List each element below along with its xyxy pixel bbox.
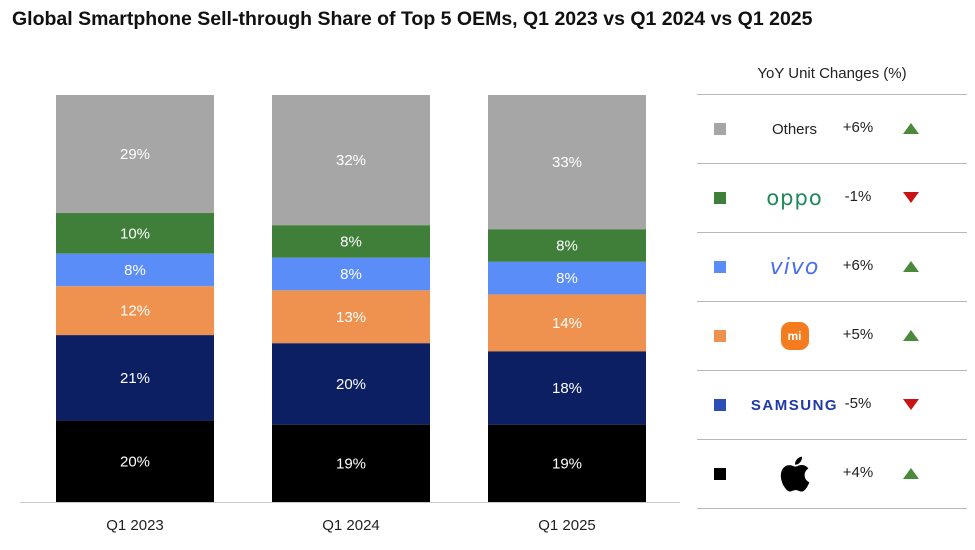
legend-brand: vivo (742, 233, 847, 301)
legend-yoy-change: +6% (842, 119, 874, 136)
up-arrow-icon (903, 123, 919, 134)
legend-brand-label: vivo (769, 254, 820, 280)
bar-data-label: 14% (552, 315, 582, 332)
bar-data-label: 12% (120, 303, 150, 320)
bar-segment (272, 424, 430, 502)
legend-row: vivo +6% (697, 233, 967, 302)
stacked-bar-chart: 29% 10% 8% 12% 21% 20% Q1 2023 32% 8% 8% 13% 20% 19%… (20, 95, 680, 534)
legend-row: mi +5% (697, 302, 967, 371)
bar-data-label: 32% (336, 152, 366, 169)
down-arrow-icon (903, 192, 919, 203)
bar-segment (56, 213, 214, 254)
legend-swatch (714, 468, 726, 480)
bar-segment (488, 261, 646, 295)
bar-data-label: 13% (336, 309, 366, 326)
legend-brand: oppo (742, 164, 847, 232)
bar-data-label: 8% (340, 234, 362, 251)
legend-rows: Others +6% oppo -1% vivo +6% mi +5% SAMSUNG -5% +4… (697, 95, 967, 509)
bar-segment (272, 290, 430, 344)
bar-segment (56, 335, 214, 421)
bar-segment (488, 229, 646, 262)
up-arrow-icon (903, 261, 919, 272)
bar-data-label: 8% (340, 266, 362, 283)
bar-data-label: 33% (552, 154, 582, 171)
legend-swatch (714, 123, 726, 135)
bar-segment (488, 424, 646, 502)
legend-table: YoY Unit Changes (%) Others +6% oppo -1% viv… (697, 58, 967, 509)
up-arrow-icon (903, 330, 919, 341)
up-arrow-icon (903, 468, 919, 479)
bar-segment (488, 294, 646, 352)
bar-segment (56, 253, 214, 287)
legend-row: oppo -1% (697, 164, 967, 233)
legend-brand: Others (742, 95, 847, 163)
legend-swatch (714, 330, 726, 342)
bar-segment (272, 225, 430, 258)
legend-brand-label: Others (771, 120, 817, 138)
bar-data-label: 19% (552, 455, 582, 472)
bar-data-label: 10% (120, 225, 150, 242)
bar-segment (56, 420, 214, 502)
xiaomi-logo-icon: mi (780, 322, 809, 350)
legend-brand-label: SAMSUNG (750, 396, 839, 414)
legend-swatch (714, 399, 726, 411)
legend-yoy-change: -5% (844, 395, 872, 412)
bar-data-label: 8% (556, 270, 578, 287)
legend-swatch (714, 192, 726, 204)
bar-segment (488, 351, 646, 425)
bar-data-label: 20% (120, 453, 150, 470)
bar-segment (56, 95, 214, 214)
bar-data-label: 8% (556, 238, 578, 255)
down-arrow-icon (903, 399, 919, 410)
legend-yoy-change: -1% (844, 188, 872, 205)
legend-swatch (714, 261, 726, 273)
bar-data-label: 19% (336, 455, 366, 472)
x-tick-label: Q1 2025 (538, 517, 596, 534)
bar-segment (56, 286, 214, 336)
legend-row: Others +6% (697, 95, 967, 164)
bar-data-label: 20% (336, 376, 366, 393)
bar-segment (272, 257, 430, 291)
legend-brand: mi (742, 302, 847, 370)
legend-brand-label: oppo (766, 186, 823, 210)
legend-brand: SAMSUNG (742, 371, 847, 439)
bar-segment (272, 95, 430, 226)
legend-header: YoY Unit Changes (%) (697, 58, 967, 95)
x-tick-label: Q1 2023 (106, 517, 164, 534)
legend-yoy-change: +4% (842, 464, 874, 481)
bar-segment (488, 95, 646, 230)
bar-data-label: 8% (124, 262, 146, 279)
bar-data-label: 29% (120, 146, 150, 163)
bar-data-label: 21% (120, 370, 150, 387)
chart-title: Global Smartphone Sell-through Share of … (12, 8, 813, 30)
legend-row: +4% (697, 440, 967, 509)
bar-data-label: 18% (552, 380, 582, 397)
legend-row: SAMSUNG -5% (697, 371, 967, 440)
apple-logo-icon (742, 440, 847, 508)
legend-yoy-change: +6% (842, 257, 874, 274)
bar-segment (272, 343, 430, 425)
legend-yoy-change: +5% (842, 326, 874, 343)
x-tick-label: Q1 2024 (322, 517, 380, 534)
